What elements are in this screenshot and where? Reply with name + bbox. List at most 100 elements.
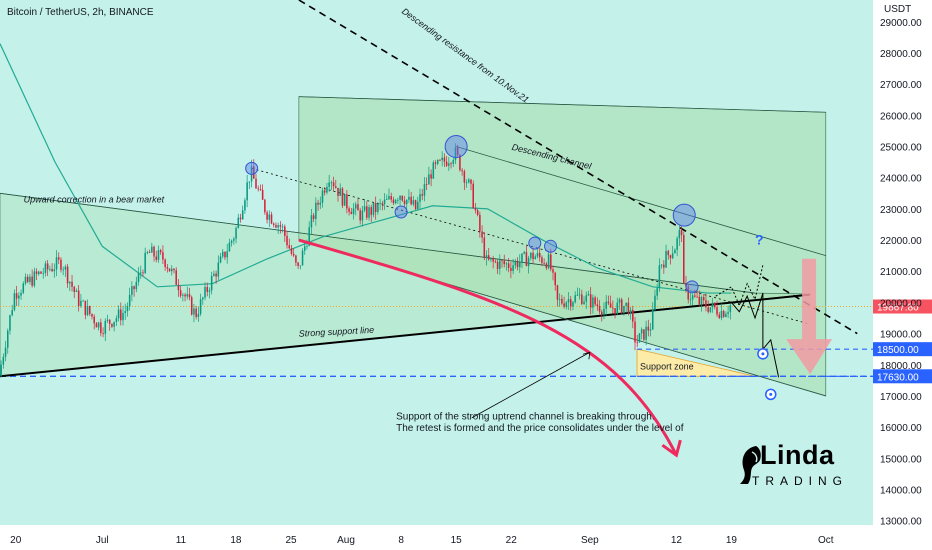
candle-body: [698, 296, 701, 305]
candle-body: [206, 286, 209, 292]
candle-body: [335, 186, 337, 188]
candle-body: [678, 230, 681, 239]
candle-body: [275, 224, 277, 228]
candle-body: [210, 275, 213, 291]
candle-body: [514, 261, 517, 266]
candle-body: [536, 252, 539, 257]
candle-body: [51, 268, 53, 272]
candle-body: [357, 204, 359, 211]
candle-body: [583, 301, 585, 305]
x-tick-label: 15: [451, 535, 463, 546]
candle-body: [578, 294, 581, 296]
target-center: [769, 392, 773, 396]
highlight-circle: [245, 161, 259, 175]
candle-body: [33, 271, 36, 286]
candle-body: [264, 199, 266, 213]
candle-body: [598, 306, 601, 312]
candle-body: [521, 253, 523, 262]
candle-body: [585, 295, 588, 302]
candle-body: [29, 276, 31, 282]
highlight-circles: [245, 135, 699, 294]
candle-body: [323, 190, 326, 193]
candle-body: [44, 263, 47, 274]
horizontal-levels: 19867.80 18500.00 17630.00: [0, 299, 932, 384]
candle-body: [563, 303, 565, 307]
arrows: [298, 238, 833, 458]
candle-body: [31, 276, 33, 286]
candle-body: [286, 235, 288, 246]
candle-body: [456, 147, 459, 155]
note-line-1: Support of the strong uptrend channel is…: [396, 411, 655, 422]
candle-body: [40, 271, 42, 274]
candle-body: [669, 255, 672, 259]
candle-body: [219, 256, 222, 263]
highlight-circle: [444, 135, 468, 159]
y-tick-label: 21000.00: [880, 267, 922, 278]
candle-body: [11, 310, 13, 316]
candle-body: [226, 251, 228, 258]
projections: [715, 264, 780, 401]
candle-body: [600, 311, 603, 315]
candle-body: [574, 295, 576, 303]
candle-body: [720, 311, 723, 318]
candle-body: [66, 266, 69, 284]
candle-body: [550, 254, 552, 270]
candle-body: [80, 300, 82, 307]
candle-body: [370, 207, 373, 215]
candle-body: [430, 174, 432, 179]
candle-body: [636, 342, 639, 344]
breakdown-arrow-head: [661, 439, 682, 458]
candle-body: [42, 273, 44, 274]
candle-body: [496, 261, 499, 269]
candle-body: [308, 227, 310, 246]
candle-body: [155, 256, 158, 260]
candle-body: [186, 294, 189, 297]
price-tag-label: 18500.00: [877, 345, 919, 356]
candle-body: [75, 290, 78, 292]
candle-body: [157, 250, 160, 260]
candle-body: [319, 202, 322, 205]
y-tick-label: 26000.00: [880, 111, 922, 122]
candle-body: [166, 267, 169, 269]
candle-body: [162, 252, 164, 260]
y-tick-label: 17000.00: [880, 392, 922, 403]
candle-body: [561, 298, 563, 304]
x-tick-label: 19: [726, 535, 738, 546]
candle-body: [281, 226, 284, 228]
candle-body: [213, 273, 215, 276]
candle-body: [343, 194, 346, 206]
x-tick-label: Sep: [581, 535, 599, 546]
candle-body: [552, 269, 554, 273]
candle-body: [197, 313, 200, 317]
highlight-circle: [394, 205, 408, 219]
x-tick-label: 22: [506, 535, 518, 546]
candle-body: [122, 312, 124, 321]
candle-body: [82, 300, 84, 302]
axes: USDT 29000.00 28000.00 27000.00 26000.00 2500…: [10, 4, 922, 546]
candle-body: [527, 258, 530, 267]
candle-body: [215, 273, 217, 277]
candle-body: [487, 255, 490, 260]
candle-body: [179, 290, 182, 296]
candle-body: [722, 311, 725, 317]
candle-body: [663, 264, 665, 268]
candle-body: [674, 249, 676, 254]
candle-body: [306, 245, 308, 247]
candle-body: [310, 215, 313, 228]
candle-body: [195, 308, 197, 317]
face-logo-icon: [740, 446, 761, 484]
candle-body: [634, 321, 636, 343]
candle-body: [651, 309, 654, 330]
candle-body: [620, 299, 623, 314]
candle-body: [381, 203, 384, 205]
descending-resistance-line: [298, 0, 858, 335]
candle-body: [481, 231, 483, 238]
candle-body: [405, 199, 408, 205]
candle-body: [596, 304, 599, 307]
candle-body: [35, 271, 38, 275]
candle-body: [470, 179, 472, 184]
breakdown-arrow: [298, 238, 678, 456]
candle-body: [208, 290, 211, 292]
candle-body: [483, 237, 486, 259]
